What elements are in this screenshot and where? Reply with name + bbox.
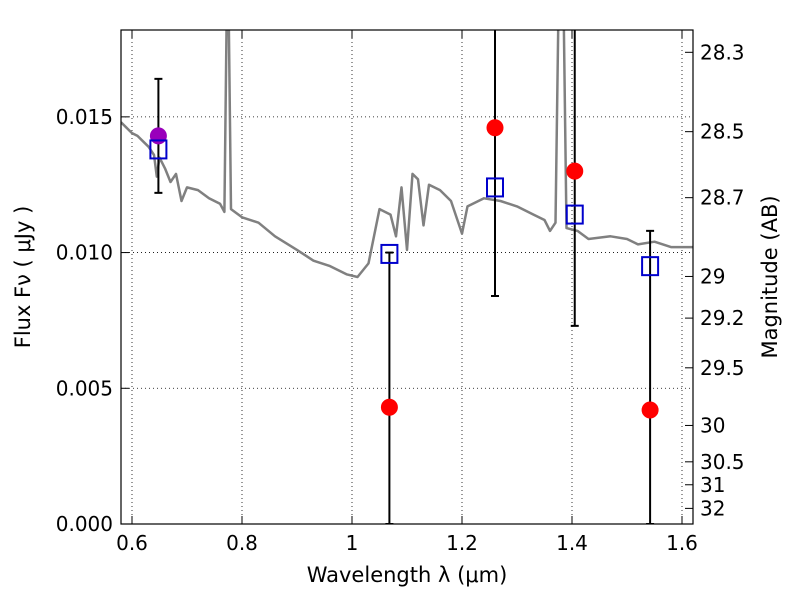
right-tick-label: 32 [700,496,725,520]
right-tick-label: 28.7 [700,186,745,210]
right-tick-label: 29 [700,264,725,288]
observed-flux-point [149,127,167,145]
model-spectrum-line [121,30,693,279]
x-axis-label: Wavelength λ (μm) [307,563,508,587]
observed-flux-point [486,119,504,137]
x-tick-label: 1.6 [666,531,698,555]
grid-lines [121,30,693,524]
model-band-flux-square [149,139,168,160]
observed-flux-point [566,162,584,180]
right-tick-label: 30 [700,413,725,437]
model-band-flux-square [486,177,504,198]
y-tick-label: 0.010 [56,241,113,265]
y-tick-label: 0.000 [56,512,113,536]
x-tick-label: 0.6 [116,531,148,555]
right-tick-label: 28.5 [700,120,745,144]
x-tick-label: 1.4 [556,531,588,555]
model-band-flux-square [380,243,399,264]
plot-background [121,30,693,524]
y-axis-label-left: Flux Fν ( μJy ) [11,206,35,349]
x-tick-label: 0.8 [226,531,258,555]
right-tick-label: 29.5 [700,356,745,380]
y-axis-label-right: Magnitude (AB) [758,195,782,358]
right-tick-label: 31 [700,473,725,497]
model-band-flux-square [641,256,660,277]
y-tick-label: 0.015 [56,105,113,129]
observed-flux-point [641,401,659,419]
x-tick-label: 1 [346,531,359,555]
observed-flux-point [380,398,398,416]
right-tick-label: 30.5 [700,450,745,474]
y-tick-label: 0.005 [56,376,113,400]
plot-frame [120,29,694,525]
model-band-flux-square [565,204,584,225]
right-tick-label: 29.2 [700,306,745,330]
x-tick-label: 1.2 [446,531,478,555]
right-tick-label: 28.3 [700,40,745,64]
